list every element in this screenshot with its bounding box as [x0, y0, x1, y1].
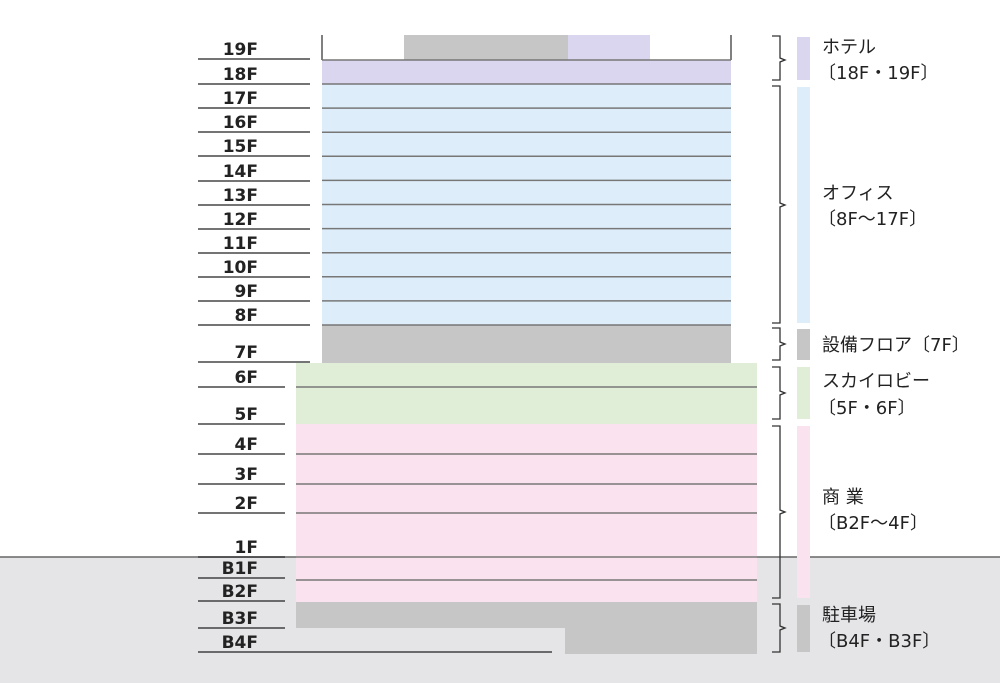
floor-separators [296, 59, 757, 581]
floor-label: 17F [223, 89, 258, 109]
zone-range: 〔5F・6F〕 [818, 398, 916, 419]
zone-range: 〔8F〜17F〕 [818, 209, 927, 230]
floor-label: 5F [235, 405, 258, 425]
floor-label: 14F [223, 162, 258, 182]
floor-label: B3F [222, 609, 258, 629]
zone-range: 〔18F・19F〕 [818, 63, 939, 84]
floor-label: 1F [235, 538, 258, 558]
floor-labels: 19F 18F 17F 16F 15F 14F 13F 12F 11F 10F 9F 8F 7F 6F 5F… [198, 40, 552, 653]
zone-range: 〔B4F・B3F〕 [818, 631, 940, 652]
floor-label: B2F [222, 582, 258, 602]
zone-legend: ホテル 〔18F・19F〕 オフィス 〔8F〜17F〕 設備フロア〔7F〕 スカ… [772, 35, 970, 653]
zone-range: 〔B2F〜4F〕 [818, 513, 928, 534]
floor-label: 9F [235, 282, 258, 302]
floor-label: 10F [223, 258, 258, 278]
floor-label: 6F [235, 368, 258, 388]
zone-name: ホテル [822, 37, 876, 58]
floor-label: 16F [223, 113, 258, 133]
floor-label: 3F [235, 465, 258, 485]
floor-label: B1F [222, 559, 258, 579]
floor-label: 4F [235, 435, 258, 455]
floor-label: 8F [235, 306, 258, 326]
floor-label: 11F [223, 234, 258, 254]
zone-name: スカイロビー [822, 371, 930, 392]
floor-label: 19F [223, 40, 258, 60]
zone-name: 設備フロア〔7F〕 [822, 335, 970, 356]
floor-label: 15F [223, 137, 258, 157]
floor-label: 18F [223, 65, 258, 85]
floor-label: 2F [235, 494, 258, 514]
building [296, 35, 757, 654]
floor-label: B4F [222, 633, 258, 653]
zone-name: 商 業 [822, 487, 864, 508]
floor-label: 12F [223, 210, 258, 230]
zone-name: オフィス [822, 183, 894, 204]
zone-name: 駐車場 [822, 605, 876, 626]
floor-label: 13F [223, 186, 258, 206]
floor-label: 7F [235, 343, 258, 363]
